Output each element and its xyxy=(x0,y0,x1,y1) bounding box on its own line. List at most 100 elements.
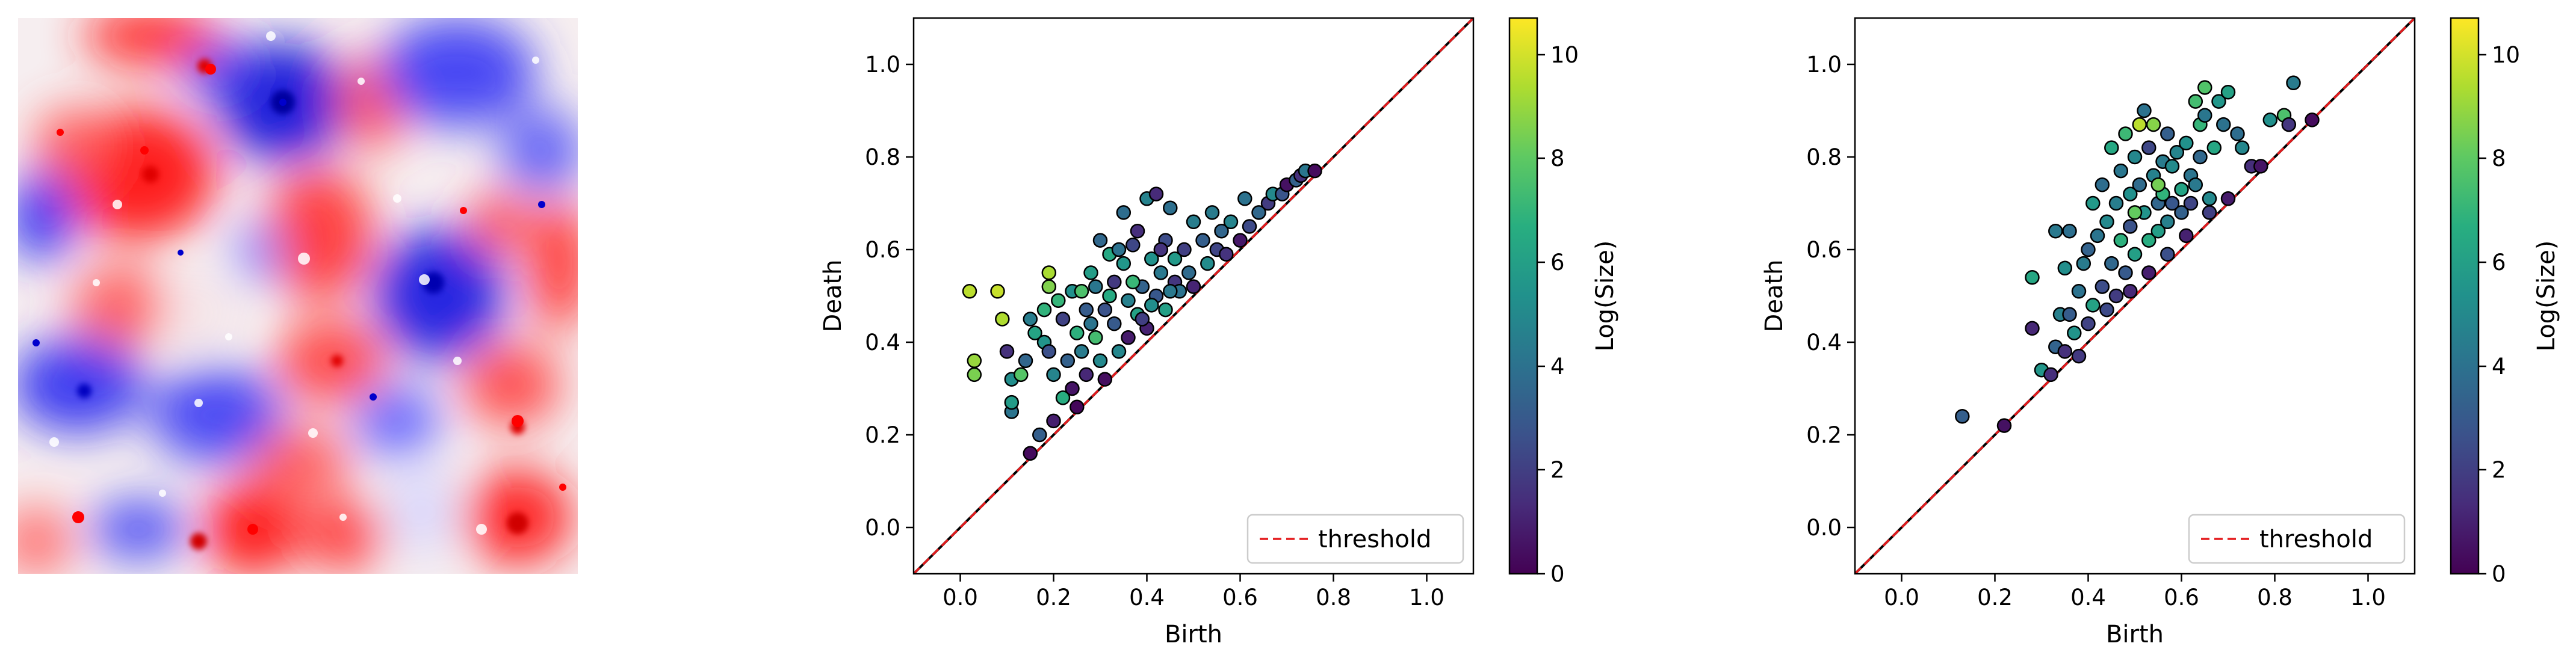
scatter-point xyxy=(1014,367,1029,383)
scatter-point xyxy=(962,284,977,299)
scatter-point xyxy=(2197,80,2212,95)
scatter-point xyxy=(2099,302,2114,318)
axes-frame xyxy=(912,17,1475,575)
scatter-point xyxy=(2160,247,2175,262)
y-tick-label: 1.0 xyxy=(865,52,900,78)
scatter-point xyxy=(1065,381,1080,396)
scatter-point xyxy=(2202,205,2217,220)
x-tick-label: 1.0 xyxy=(2350,585,2386,610)
scatter-point xyxy=(1111,344,1127,359)
scatter-point xyxy=(2132,117,2147,132)
scatter-point xyxy=(1041,265,1057,280)
scatter-point xyxy=(2067,325,2082,340)
scatter-point xyxy=(1036,302,1052,318)
y-tick-label: 0.6 xyxy=(1806,237,1842,263)
y-tick-label: 0.8 xyxy=(865,144,900,170)
scatter-point xyxy=(1144,298,1159,313)
scatter-point xyxy=(1032,427,1047,443)
scatter-point xyxy=(1051,293,1066,308)
scatter-point xyxy=(1070,325,1085,340)
y-axis-label: Death xyxy=(1760,260,1788,333)
x-axis-label: Birth xyxy=(1165,621,1222,648)
scatter-points xyxy=(1955,75,2320,433)
scatter-point xyxy=(1233,233,1248,248)
colorbar-tick-label: 10 xyxy=(1550,42,1579,68)
scatter-point xyxy=(1219,247,1234,262)
colorbar-label: Log(Size) xyxy=(2533,241,2560,352)
colorbar-tick-label: 10 xyxy=(2492,42,2520,68)
scatter-point xyxy=(2183,195,2199,211)
scatter-point xyxy=(1041,279,1057,294)
scatter-point xyxy=(2127,205,2143,220)
x-tick-label: 0.6 xyxy=(1222,585,1258,610)
scatter-point xyxy=(2253,159,2268,174)
scatter-point xyxy=(2220,191,2236,206)
scatter-point xyxy=(2081,242,2096,257)
scatter-point xyxy=(2118,265,2133,280)
scatter-point xyxy=(1070,399,1085,415)
scatter-point xyxy=(2108,195,2124,211)
colorbar-label: Log(Size) xyxy=(1591,241,1619,352)
scatter-point xyxy=(2081,316,2096,331)
scatter-point xyxy=(1107,274,1122,290)
scatter-point xyxy=(2043,367,2058,383)
scatter-point xyxy=(2127,149,2143,165)
x-axis: 0.0 0.2 0.4 0.6 0.8 1.0 Birth xyxy=(943,574,1444,648)
scatter-point xyxy=(1088,279,1103,294)
scatter-point xyxy=(2095,279,2110,294)
colorbar-tick-label: 4 xyxy=(2492,354,2506,380)
x-tick-label: 0.2 xyxy=(1977,585,2013,610)
y-tick-label: 0.8 xyxy=(1806,144,1842,170)
x-tick-label: 0.8 xyxy=(2257,585,2293,610)
scatter-point xyxy=(1097,302,1113,318)
scatter-point xyxy=(2113,233,2129,248)
scatter-point xyxy=(2090,228,2105,244)
scatter-point xyxy=(1153,265,1169,280)
scatter-point xyxy=(967,353,982,369)
scatter-point xyxy=(2071,284,2087,299)
x-tick-label: 0.4 xyxy=(2070,585,2106,610)
scatter-point xyxy=(1214,223,1229,239)
y-tick-label: 0.0 xyxy=(1806,515,1842,541)
y-axis-label: Death xyxy=(819,260,847,333)
y-tick-label: 0.6 xyxy=(865,237,900,263)
scatter-point xyxy=(2095,177,2110,192)
scatter-point xyxy=(999,344,1015,359)
scatter-point xyxy=(2123,219,2138,234)
scatter-point xyxy=(1116,256,1132,271)
scatter-point xyxy=(2262,112,2278,128)
scatter-point xyxy=(1148,186,1164,201)
scatter-point xyxy=(1079,302,1094,318)
scatter-point xyxy=(1079,367,1094,383)
colorbar-gradient xyxy=(2450,17,2480,575)
scatter-point xyxy=(2160,214,2175,230)
scatter-point xyxy=(2137,103,2152,118)
legend: threshold xyxy=(1246,514,1464,564)
scatter-point xyxy=(2220,84,2236,100)
scatter-point xyxy=(1135,312,1150,327)
legend-box xyxy=(1246,514,1464,564)
scatter-point xyxy=(995,312,1010,327)
colorbar-tick-label: 0 xyxy=(1550,561,1565,587)
scatter-point xyxy=(2164,195,2180,211)
scatter-point xyxy=(1107,316,1122,331)
scatter-point xyxy=(1955,408,1970,424)
x-tick-label: 1.0 xyxy=(1409,585,1444,610)
x-tick-label: 0.8 xyxy=(1316,585,1351,610)
y-tick-label: 0.4 xyxy=(1806,330,1842,355)
scatter-point xyxy=(1004,395,1020,410)
legend-threshold-label: threshold xyxy=(1318,526,1431,553)
scatter-point xyxy=(1092,353,1108,369)
scatter-point xyxy=(990,284,1005,299)
scatter-point xyxy=(1242,219,1257,234)
scatter-point xyxy=(2188,177,2203,192)
scatter-point xyxy=(2085,298,2101,313)
scatter-point xyxy=(1181,265,1197,280)
scatter-point xyxy=(1130,223,1145,239)
scatter-point xyxy=(1996,418,2012,433)
scatter-point xyxy=(2164,159,2180,174)
scatter-point xyxy=(2113,163,2129,179)
scatter-point xyxy=(2305,112,2320,128)
axes-frame xyxy=(1854,17,2416,575)
scatter-point xyxy=(1163,284,1178,299)
